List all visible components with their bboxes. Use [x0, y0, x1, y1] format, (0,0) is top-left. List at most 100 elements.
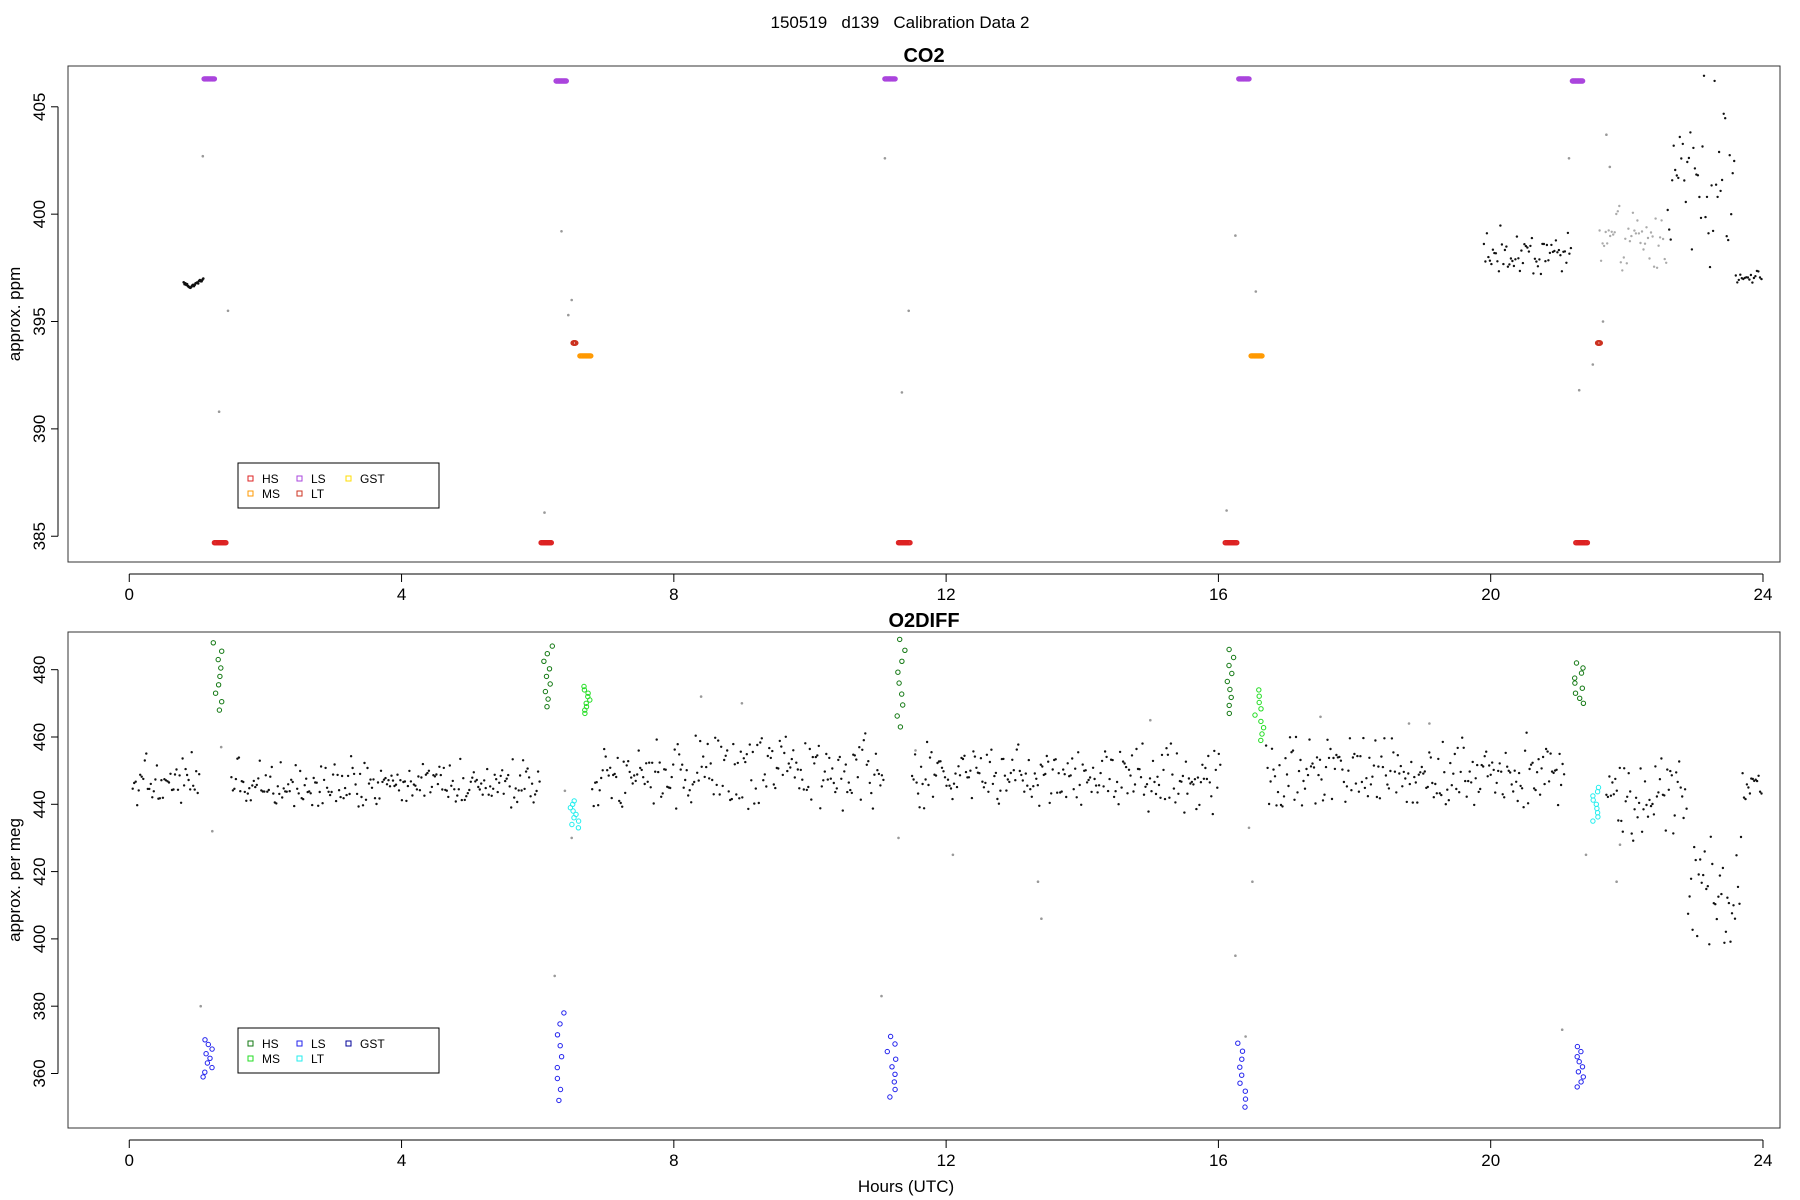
o2diff-sample-point — [1443, 771, 1446, 774]
co2-sample-point — [1619, 261, 1623, 264]
o2diff-sample-point — [928, 756, 932, 759]
o2diff-sample-point — [1196, 776, 1200, 779]
co2-sample-point — [1631, 211, 1635, 214]
co2-sample-point — [1598, 229, 1601, 232]
o2diff-sample-point — [1726, 896, 1729, 899]
o2diff-sample-point — [1711, 862, 1714, 866]
o2diff-sample-point — [795, 761, 798, 764]
o2diff-lt-point — [1594, 789, 1601, 795]
o2diff-sample-point — [715, 783, 718, 787]
o2diff-sample-point — [1730, 912, 1734, 915]
o2diff-sample-point — [1024, 772, 1028, 775]
o2diff-sample-point — [1611, 781, 1614, 784]
co2-sample-point — [1646, 236, 1650, 240]
co2-sample-point — [1602, 244, 1606, 248]
o2diff-sample-point — [688, 789, 691, 792]
o2diff-sample-point — [673, 748, 676, 751]
o2diff-sample-point — [423, 794, 426, 797]
o2diff-sample-point — [702, 755, 705, 758]
o2diff-sample-point — [1211, 812, 1215, 816]
o2diff-sample-point — [272, 792, 275, 795]
o2diff-sample-point — [445, 789, 448, 792]
o2diff-sample-point — [1124, 765, 1128, 769]
o2diff-sample-point — [1458, 791, 1461, 794]
co2-sample-point — [1547, 259, 1550, 262]
o2diff-hs-point — [899, 691, 905, 697]
o2diff-sample-point — [1270, 747, 1274, 750]
o2diff-sample-point — [613, 772, 616, 776]
o2diff-sample-point — [1676, 780, 1679, 784]
co2-transition-point — [570, 298, 573, 302]
o2diff-sample-point — [355, 792, 359, 796]
co2-sample-point — [1568, 252, 1571, 255]
o2diff-sample-point — [985, 753, 989, 756]
o2diff-sample-point — [521, 759, 525, 762]
co2-sample-point — [1699, 216, 1703, 220]
o2diff-sample-point — [1420, 765, 1424, 769]
co2-sample-point — [1698, 195, 1701, 199]
co2-sample-point — [1714, 183, 1718, 186]
o2diff-sample-point — [1017, 743, 1020, 746]
o2diff-hs-point — [1572, 680, 1578, 686]
o2diff-sample-point — [766, 754, 769, 758]
co2-sample-point — [1485, 232, 1489, 235]
o2diff-sample-point — [518, 774, 522, 777]
co2-sample-point — [1557, 248, 1561, 252]
o2diff-hs-point — [895, 669, 901, 675]
co2-sample-point — [1542, 242, 1546, 246]
o2diff-sample-point — [1413, 775, 1416, 779]
co2-transition-point — [560, 230, 563, 233]
co2-sample-point — [1739, 273, 1742, 276]
o2diff-sample-point — [1678, 760, 1681, 763]
o2diff-sample-point — [1534, 788, 1537, 792]
legend-gst-marker — [345, 1040, 352, 1047]
co2-sample-point — [1716, 195, 1719, 199]
o2diff-transition-point — [1040, 917, 1043, 920]
o2diff-sample-point — [288, 790, 291, 793]
o2diff-sample-point — [513, 796, 516, 799]
o2diff-sample-point — [1303, 787, 1307, 790]
o2diff-sample-point — [397, 789, 401, 792]
o2diff-hs-point — [1579, 685, 1586, 691]
o2diff-sample-point — [507, 773, 510, 777]
o2diff-sample-point — [1345, 785, 1349, 788]
o2diff-sample-point — [1468, 770, 1471, 773]
o2diff-sample-point — [967, 776, 971, 779]
o2diff-sample-point — [979, 757, 983, 760]
o2diff-sample-point — [1459, 770, 1462, 774]
o2diff-sample-point — [1115, 780, 1119, 784]
o2diff-sample-point — [975, 766, 978, 769]
o2diff-sample-point — [1009, 771, 1012, 775]
o2diff-sample-point — [1386, 783, 1389, 786]
o2diff-sample-point — [1038, 804, 1041, 807]
o2diff-sample-point — [679, 768, 682, 771]
o2diff-sample-point — [616, 756, 619, 760]
co2-sample-point — [1566, 231, 1570, 235]
o2diff-sample-point — [1471, 760, 1474, 764]
o2diff-sample-point — [1428, 751, 1431, 754]
o2diff-sample-point — [1434, 782, 1437, 786]
co2-sample-point — [1484, 260, 1487, 263]
o2diff-sample-point — [1184, 760, 1188, 763]
o2diff-sample-point — [508, 785, 511, 788]
o2diff-sample-point — [339, 795, 342, 799]
o2diff-sample-point — [1378, 797, 1382, 800]
o2diff-sample-point — [1686, 912, 1690, 915]
o2diff-sample-point — [654, 770, 657, 773]
o2diff-sample-point — [672, 763, 675, 766]
o2diff-sample-point — [406, 784, 410, 788]
co2-y-axis-label: approx. ppm — [5, 267, 24, 362]
o2diff-sample-point — [1214, 768, 1218, 772]
o2diff-sample-point — [1450, 784, 1454, 787]
o2diff-hs-point — [1572, 675, 1578, 681]
o2diff-hs-point — [212, 690, 219, 696]
co2-sample-point — [202, 277, 205, 280]
o2diff-transition-point — [211, 829, 214, 833]
co2-sample-point — [1517, 257, 1520, 260]
co2-sample-point — [1601, 242, 1604, 245]
o2diff-sample-point — [1087, 778, 1090, 782]
o2diff-sample-point — [1371, 775, 1374, 778]
o2diff-sample-point — [254, 785, 257, 789]
o2diff-sample-point — [1387, 787, 1391, 790]
co2-x-tick-label: 16 — [1209, 585, 1228, 604]
